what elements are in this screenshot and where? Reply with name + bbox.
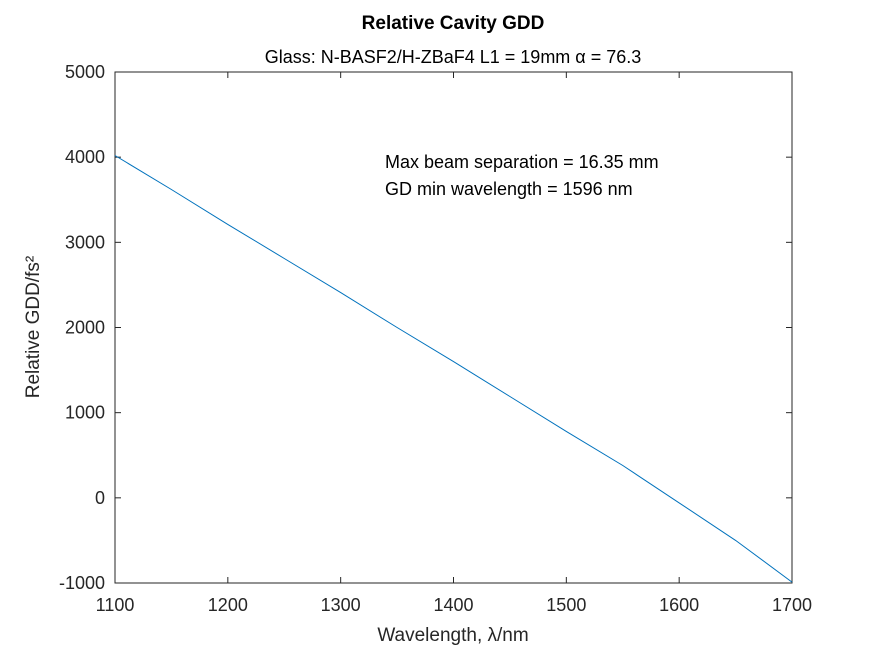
x-tick-label: 1500	[546, 595, 586, 615]
annotation-gd-min-wavelength: GD min wavelength = 1596 nm	[385, 179, 633, 199]
y-tick-label: -1000	[59, 573, 105, 593]
y-tick-label: 0	[95, 488, 105, 508]
x-axis-label: Wavelength, λ/nm	[377, 625, 528, 646]
x-tick-label: 1200	[208, 595, 248, 615]
y-tick-label: 5000	[65, 62, 105, 82]
y-tick-label: 2000	[65, 318, 105, 338]
y-tick-label: 3000	[65, 232, 105, 252]
series-layer	[114, 155, 793, 583]
x-tick-label: 1300	[321, 595, 361, 615]
y-axis-ticks: -1000 0 1000 2000 3000 4000 5000	[59, 62, 792, 593]
annotation-beam-separation: Max beam separation = 16.35 mm	[385, 152, 659, 172]
y-tick-label: 1000	[65, 403, 105, 423]
y-axis-label: Relative GDD/fs²	[23, 256, 44, 399]
x-axis-ticks: 1100 1200 1300 1400 1500 1600 1700	[96, 72, 812, 615]
x-tick-label: 1100	[96, 595, 135, 615]
x-tick-label: 1600	[659, 595, 699, 615]
series-line-gdd	[114, 155, 793, 583]
x-tick-label: 1400	[433, 595, 473, 615]
plot-area	[114, 71, 793, 584]
chart-title: Relative Cavity GDD	[362, 13, 545, 34]
y-tick-label: 4000	[65, 147, 105, 167]
chart-subtitle: Glass: N-BASF2/H-ZBaF4 L1 = 19mm α = 76.…	[265, 47, 642, 67]
x-tick-label: 1700	[772, 595, 812, 615]
